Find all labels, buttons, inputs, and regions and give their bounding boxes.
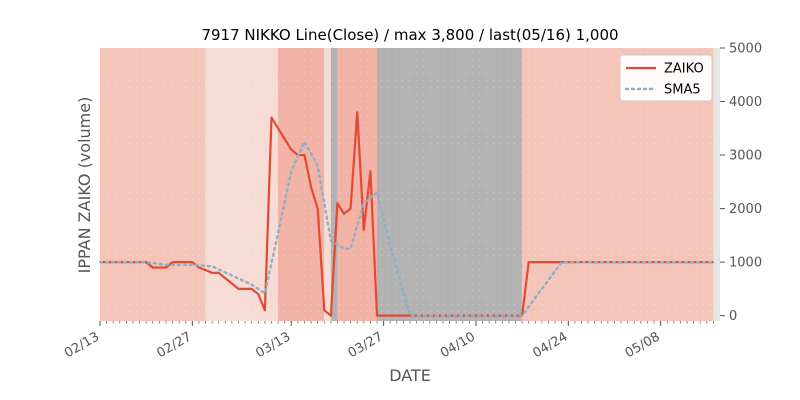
series-lines [98, 111, 715, 317]
chart-title: 7917 NIKKO Line(Close) / max 3,800 / las… [201, 26, 618, 44]
y-tick-label: 1000 [729, 256, 762, 271]
y-tick-label: 0 [729, 309, 737, 324]
dot-texture [100, 48, 720, 321]
legend-label-sma5: SMA5 [664, 83, 701, 98]
x-axis-label: DATE [389, 366, 431, 385]
x-tick-label: 04/10 [438, 329, 478, 361]
plot-area [98, 48, 720, 321]
legend: ZAIKO SMA5 [619, 54, 713, 102]
y-tick-label: 2000 [729, 202, 762, 217]
x-tick-label: 02/27 [154, 329, 194, 361]
series-line-zaiko [100, 111, 714, 317]
y-axis: 0 1000 2000 3000 4000 5000 [720, 42, 762, 324]
x-axis: 02/13 02/27 03/13 03/27 04/10 04/24 05/08 [62, 321, 714, 361]
y-tick-label: 5000 [729, 42, 762, 57]
y-tick-label: 3000 [729, 149, 762, 164]
x-tick-label: 03/27 [346, 329, 386, 361]
x-tick-label: 03/13 [253, 329, 293, 361]
legend-label-zaiko: ZAIKO [664, 62, 704, 77]
y-tick-label: 4000 [729, 95, 762, 110]
x-tick-label: 05/08 [623, 329, 663, 361]
y-axis-label: IPPAN ZAIKO (volume) [75, 97, 94, 274]
x-tick-label: 04/24 [530, 329, 570, 361]
x-tick-label: 02/13 [62, 329, 102, 361]
series-line-sma5 [98, 140, 715, 317]
